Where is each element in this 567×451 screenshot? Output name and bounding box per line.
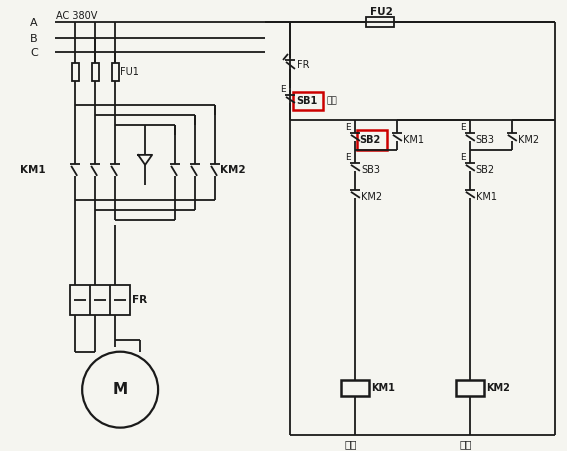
Text: KM1: KM1 bbox=[20, 165, 46, 175]
Text: SB3: SB3 bbox=[476, 135, 495, 145]
Text: C: C bbox=[30, 48, 38, 58]
Text: SB2: SB2 bbox=[359, 135, 380, 145]
Text: E: E bbox=[345, 153, 350, 162]
Text: KM2: KM2 bbox=[486, 382, 510, 393]
Text: KM2: KM2 bbox=[220, 165, 246, 175]
Bar bbox=[92, 63, 99, 81]
Bar bbox=[357, 130, 387, 150]
Text: AC 380V: AC 380V bbox=[56, 11, 98, 21]
Text: SB1: SB1 bbox=[296, 96, 318, 106]
Text: E: E bbox=[280, 85, 286, 94]
Text: KM1: KM1 bbox=[476, 192, 497, 202]
Text: E: E bbox=[345, 124, 350, 133]
Text: 停车: 停车 bbox=[327, 97, 338, 106]
Text: KM2: KM2 bbox=[518, 135, 539, 145]
Text: M: M bbox=[113, 382, 128, 397]
Text: FU1: FU1 bbox=[120, 67, 139, 77]
Text: E: E bbox=[460, 153, 466, 162]
Bar bbox=[366, 17, 394, 27]
Text: KM1: KM1 bbox=[371, 382, 395, 393]
Text: B: B bbox=[30, 34, 38, 44]
Bar bbox=[70, 285, 130, 315]
Text: KM2: KM2 bbox=[361, 192, 382, 202]
Bar bbox=[341, 380, 369, 396]
Text: FU2: FU2 bbox=[370, 7, 393, 17]
Text: FR: FR bbox=[297, 60, 310, 70]
Text: 反转: 反转 bbox=[460, 440, 472, 450]
Bar bbox=[293, 92, 323, 110]
Text: 正转: 正转 bbox=[345, 440, 357, 450]
Text: SB3: SB3 bbox=[361, 165, 380, 175]
Text: A: A bbox=[30, 18, 38, 28]
Bar bbox=[71, 63, 79, 81]
Text: FR: FR bbox=[132, 295, 147, 305]
Text: SB2: SB2 bbox=[476, 165, 495, 175]
Bar bbox=[112, 63, 119, 81]
Text: KM1: KM1 bbox=[403, 135, 424, 145]
Text: E: E bbox=[460, 124, 466, 133]
Bar bbox=[456, 380, 484, 396]
